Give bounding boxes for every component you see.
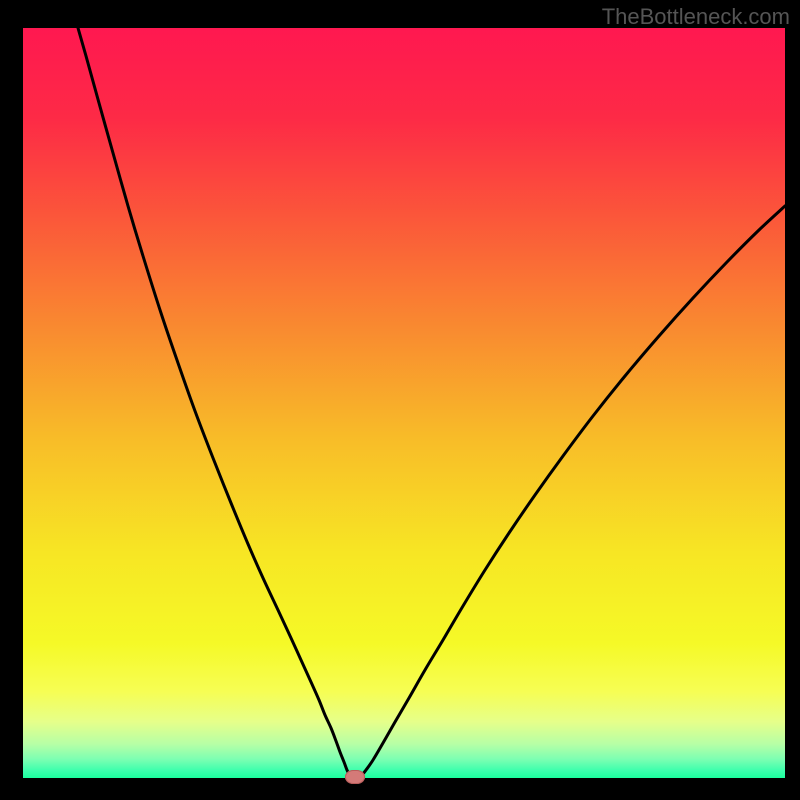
chart-frame: TheBottleneck.com — [0, 0, 800, 800]
optimum-marker — [345, 770, 365, 784]
gradient-background — [23, 28, 785, 778]
plot-area — [23, 28, 785, 778]
chart-svg — [23, 28, 785, 778]
watermark-text: TheBottleneck.com — [602, 4, 790, 30]
